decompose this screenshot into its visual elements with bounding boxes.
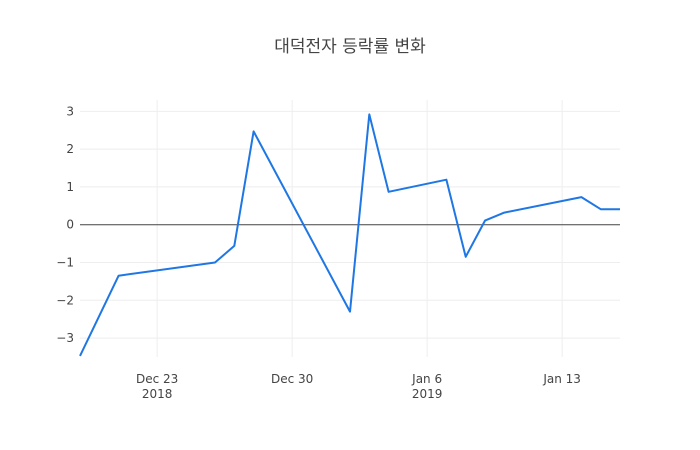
y-tick-label: 0 (66, 218, 74, 232)
x-tick-label: Jan 6 (411, 372, 442, 386)
y-tick-label: −2 (56, 293, 74, 307)
x-tick-label: Dec 23 (136, 372, 178, 386)
x-tick-sublabel: 2018 (142, 387, 173, 401)
chart-title: 대덕전자 등락률 변화 (274, 37, 426, 57)
x-tick-label: Dec 30 (271, 372, 313, 386)
y-tick-label: 3 (66, 104, 74, 118)
y-tick-label: 1 (66, 180, 74, 194)
x-tick-sublabel: 2019 (412, 387, 443, 401)
y-tick-label: −3 (56, 331, 74, 345)
y-tick-label: −1 (56, 256, 74, 270)
x-tick-label: Jan 13 (542, 372, 581, 386)
series-line (79, 113, 620, 357)
y-tick-label: 2 (66, 142, 74, 156)
